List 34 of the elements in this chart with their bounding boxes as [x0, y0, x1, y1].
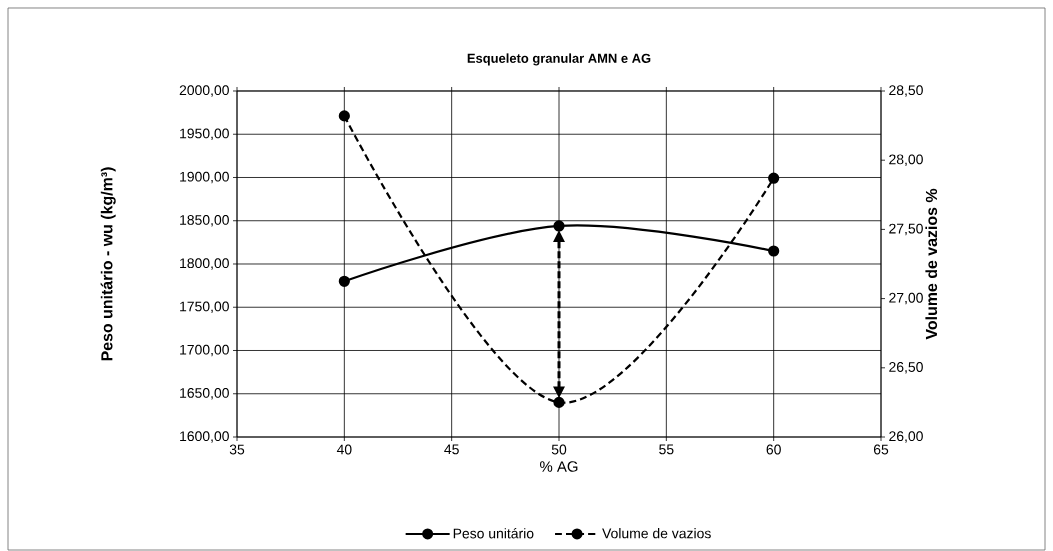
y2-tick-label: 27,50 [889, 223, 923, 236]
y-tick-label: 1700,00 [180, 344, 229, 357]
x-axis-title: % AG [540, 461, 578, 472]
y-axis-title: Peso unitário - wu (kg/m³) [100, 167, 116, 361]
y2-tick-label: 28,50 [889, 85, 923, 97]
point [553, 220, 565, 232]
y-tick-label: 1750,00 [180, 301, 229, 314]
chart-title: Esqueleto granular AMN e AG [467, 53, 651, 66]
x-tick-label: 65 [873, 444, 889, 455]
y-tick-label: 1950,00 [180, 128, 229, 141]
point [338, 110, 350, 122]
point [768, 245, 780, 257]
x-tick-label: 40 [336, 444, 352, 455]
y2-tick-label: 26,00 [889, 431, 923, 443]
y2-tick-label: 27,00 [889, 292, 923, 305]
point [338, 275, 350, 287]
x-tick-label: 60 [766, 444, 781, 455]
y-tick-label: 1900,00 [180, 171, 229, 184]
point [553, 396, 565, 408]
y2-axis-title: Volume de vazios % [925, 188, 938, 340]
x-tick-label: 50 [551, 444, 567, 455]
y-tick-label: 2000,00 [179, 85, 229, 97]
y-tick-label: 1600,00 [180, 431, 229, 443]
x-tick-label: 55 [659, 444, 674, 455]
x-tick-label: 35 [229, 444, 245, 455]
y2-tick-label: 28,00 [889, 154, 923, 166]
x-tick-label: 45 [444, 444, 459, 455]
y-tick-label: 1850,00 [180, 214, 229, 227]
y-tick-label: 1800,00 [180, 258, 229, 270]
y2-tick-label: 26,50 [889, 362, 923, 374]
y-tick-label: 1650,00 [180, 387, 229, 400]
legend-label: Volume de vazios [602, 528, 711, 539]
point [768, 172, 780, 184]
legend-label: Peso unitário [453, 527, 534, 539]
